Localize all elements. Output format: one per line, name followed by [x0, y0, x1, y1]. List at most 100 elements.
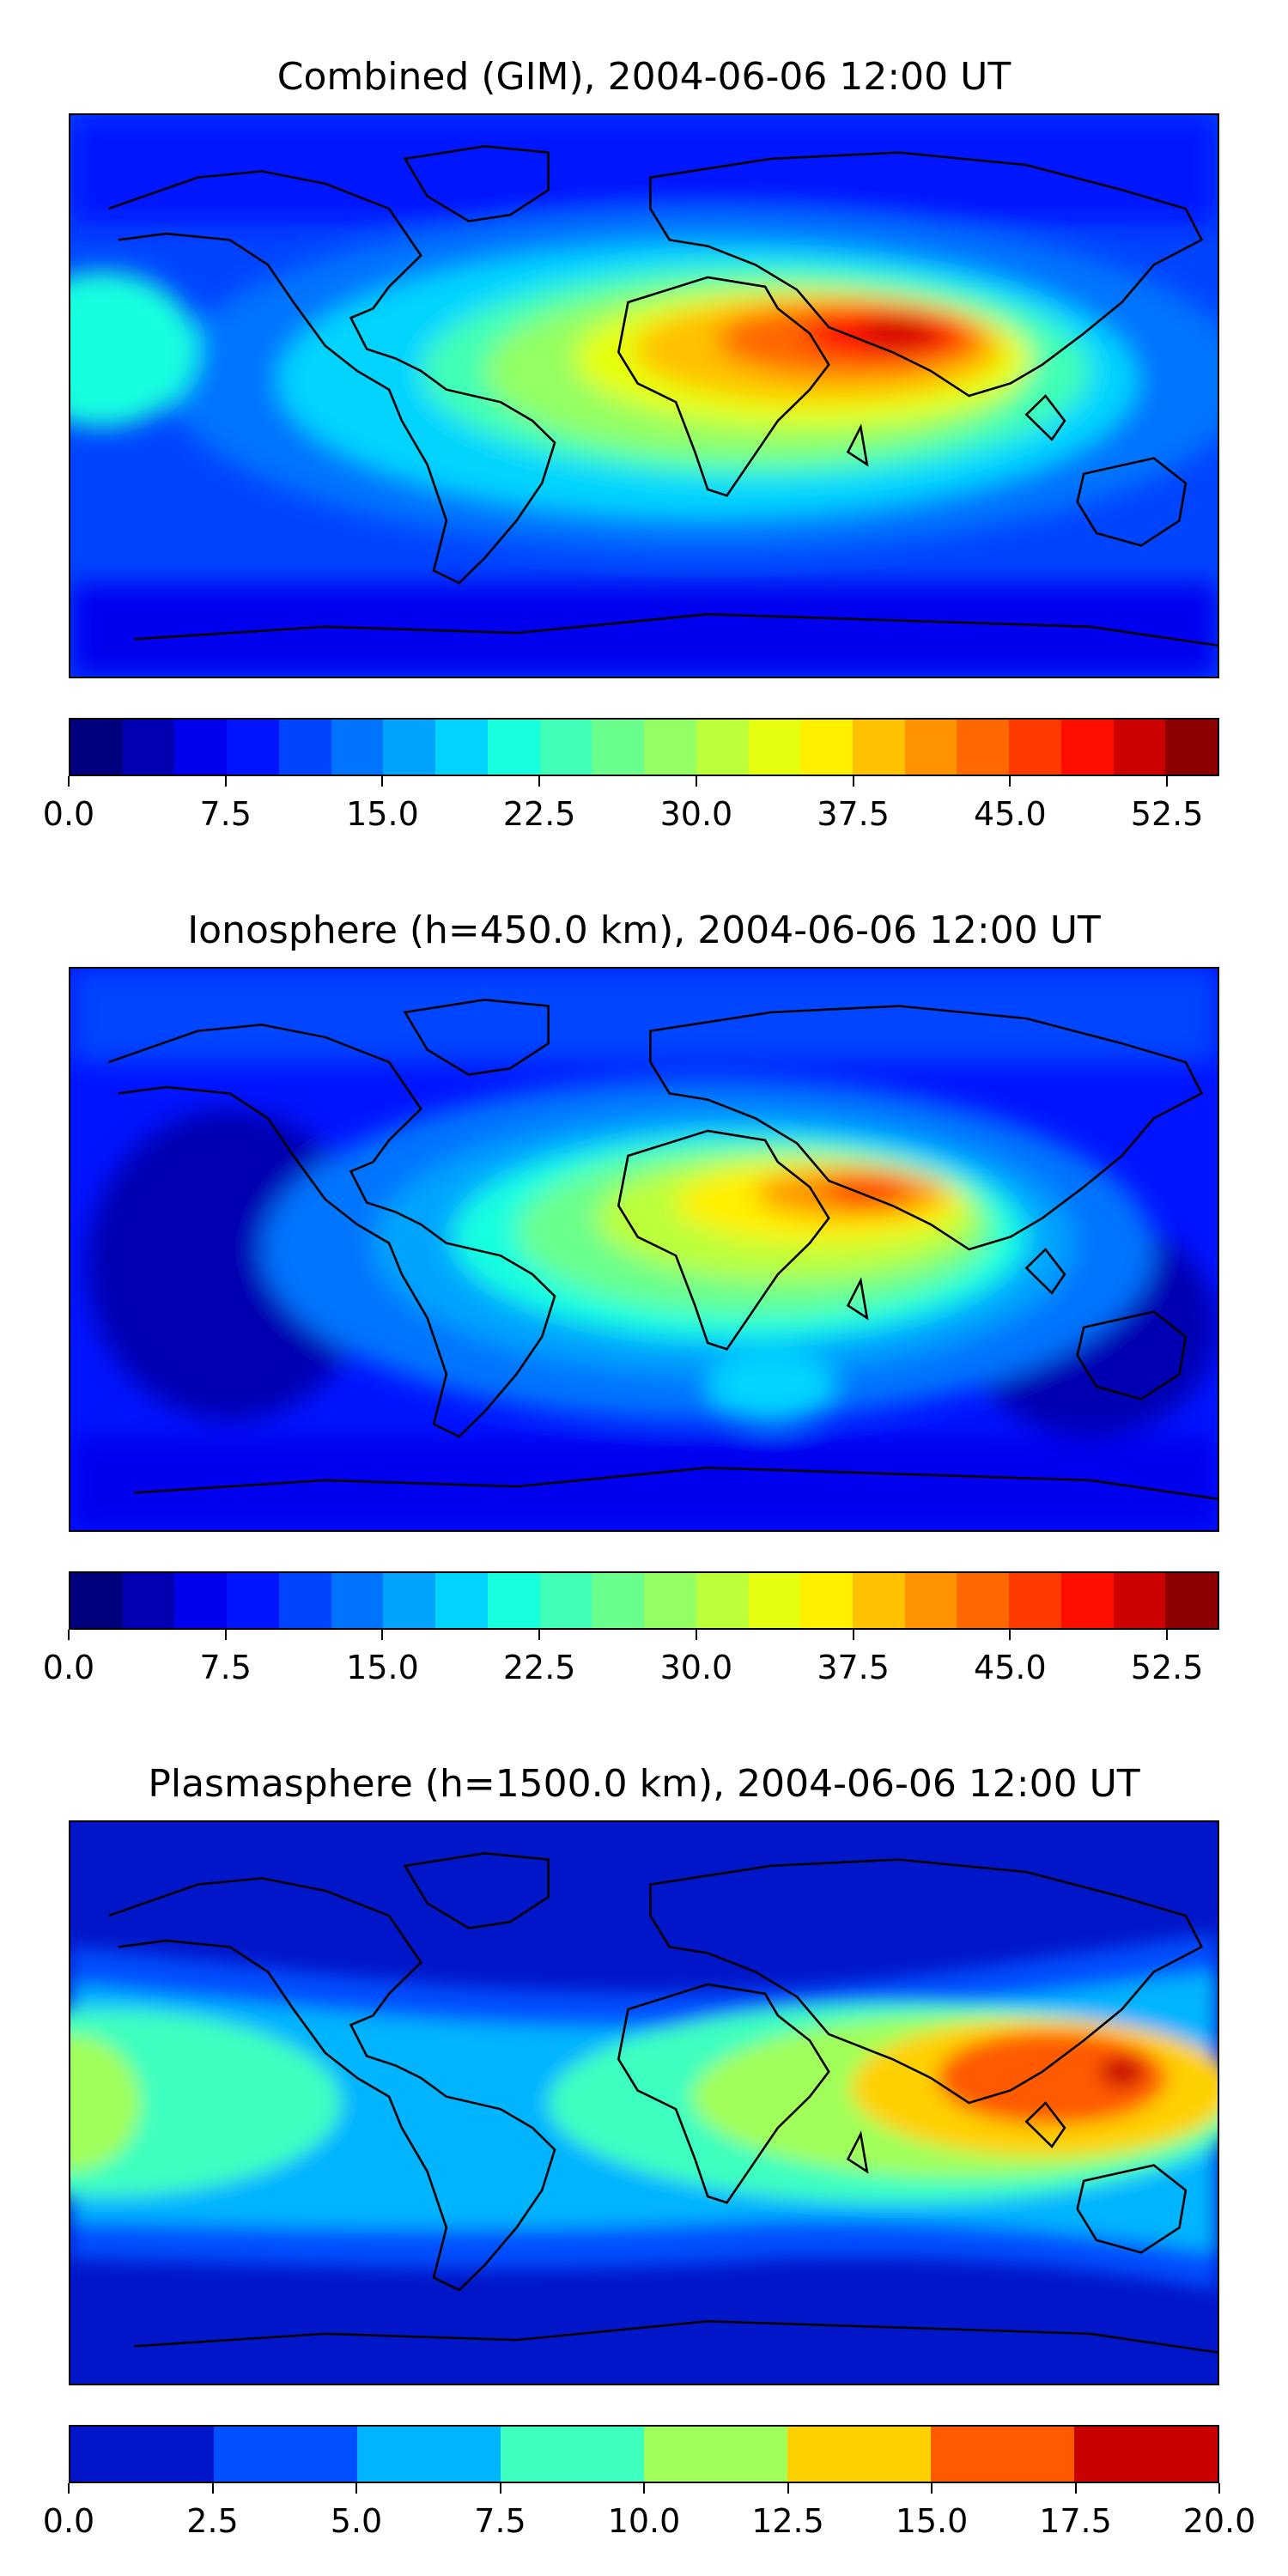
colorbar-segment: [278, 720, 331, 775]
colorbar-tick-label: 10.0: [607, 2502, 681, 2540]
colorbar-ticks: 0.0 2.5 5.0 7.5 10.0 12.5 15.0 17.5 20.0: [43, 2483, 1255, 2552]
colorbar-segment: [122, 1573, 175, 1628]
colorbar-tick-label: 15.0: [346, 795, 419, 833]
colorbar-tick: [381, 776, 384, 787]
tec-map: [70, 969, 1218, 1530]
colorbar: [69, 1571, 1219, 1630]
colorbar-tick-label: 17.5: [1039, 2502, 1112, 2540]
colorbar-ticks: 0.0 7.5 15.0 22.5 30.0 37.5 45.0 52.5: [43, 1630, 1219, 1698]
colorbar-segment: [1009, 720, 1061, 775]
colorbar-tick: [1166, 776, 1169, 787]
colorbar-tick: [499, 2483, 501, 2494]
colorbar-tick-label: 15.0: [895, 2502, 969, 2540]
colorbar-tick: [1218, 2483, 1220, 2494]
colorbar-segment: [904, 1573, 957, 1628]
colorbar-segment: [70, 1573, 123, 1628]
colorbar-segment: [357, 2427, 501, 2482]
colorbar-segment: [1113, 720, 1166, 775]
tec-map: [70, 115, 1218, 677]
colorbar-segment: [487, 720, 540, 775]
colorbar-tick-label: 2.5: [186, 2502, 239, 2540]
panel-plasmasphere: Plasmasphere (h=1500.0 km), 2004-06-06 1…: [0, 1707, 1288, 2566]
panel-title: Plasmasphere (h=1500.0 km), 2004-06-06 1…: [148, 1762, 1140, 1806]
colorbar-tick-label: 45.0: [974, 1649, 1047, 1686]
colorbar-segment: [487, 1573, 540, 1628]
colorbar-tick-label: 22.5: [502, 795, 576, 833]
colorbar-segment: [435, 720, 488, 775]
colorbar-tick: [68, 1630, 70, 1640]
colorbar-tick-label: 5.0: [330, 2502, 383, 2540]
colorbar-segment: [592, 720, 645, 775]
colorbar-tick: [1009, 1630, 1012, 1640]
colorbar-segment: [644, 1573, 696, 1628]
colorbar-tick-label: 7.5: [199, 795, 252, 833]
colorbar-tick: [852, 776, 854, 787]
colorbar-tick-label: 7.5: [199, 1649, 252, 1686]
map-ionosphere: [69, 967, 1219, 1532]
colorbar-tick: [68, 2483, 70, 2494]
colorbar-tick-label: 0.0: [42, 795, 95, 833]
colorbar-segment: [957, 720, 1010, 775]
colorbar-segment: [1060, 720, 1114, 775]
colorbar-segment: [331, 1573, 384, 1628]
colorbar-segment: [539, 720, 592, 775]
colorbar-segment: [800, 1573, 854, 1628]
colorbar-segment: [904, 720, 957, 775]
colorbar-segment: [644, 720, 696, 775]
colorbar-segment: [1074, 2427, 1218, 2482]
colorbar-tick: [852, 1630, 854, 1640]
panel-title: Combined (GIM), 2004-06-06 12:00 UT: [276, 55, 1012, 99]
colorbar-tick: [1009, 776, 1012, 787]
colorbar-ticks: 0.0 7.5 15.0 22.5 30.0 37.5 45.0 52.5: [43, 776, 1219, 845]
coastlines: [108, 999, 1218, 1500]
colorbar-tick: [224, 776, 227, 787]
colorbar-segment: [278, 1573, 331, 1628]
colorbar-tick: [381, 1630, 384, 1640]
colorbar-segment: [853, 720, 905, 775]
panel-ionosphere: Ionosphere (h=450.0 km), 2004-06-06 12:0…: [0, 854, 1288, 1712]
colorbar-segment: [227, 720, 279, 775]
colorbar-segment: [748, 720, 801, 775]
colorbar-tick: [68, 776, 70, 787]
colorbar-segment: [435, 1573, 488, 1628]
colorbar-tick: [643, 2483, 645, 2494]
panel-title: Ionosphere (h=450.0 km), 2004-06-06 12:0…: [187, 908, 1101, 952]
colorbar-segment: [1165, 720, 1218, 775]
colorbar-segment: [853, 1573, 905, 1628]
colorbar-tick: [1074, 2483, 1077, 2494]
colorbar-tick-label: 52.5: [1130, 1649, 1204, 1686]
colorbar-tick-label: 0.0: [42, 2502, 95, 2540]
colorbar-tick-label: 30.0: [659, 795, 733, 833]
colorbar-segment: [787, 2427, 931, 2482]
colorbar-segment: [214, 2427, 357, 2482]
coastlines: [108, 1852, 1218, 2354]
colorbar-tick-label: 37.5: [817, 795, 890, 833]
colorbar-tick: [224, 1630, 227, 1640]
colorbar-tick-label: 22.5: [502, 1649, 576, 1686]
colorbar-segment: [383, 1573, 436, 1628]
colorbar-segment: [174, 1573, 228, 1628]
colorbar-tick-label: 52.5: [1130, 795, 1204, 833]
colorbar-segment: [331, 720, 384, 775]
colorbar-tick-label: 30.0: [659, 1649, 733, 1686]
colorbar-segment: [1113, 1573, 1166, 1628]
coastlines: [108, 145, 1218, 647]
colorbar-tick-label: 15.0: [346, 1649, 419, 1686]
colorbar-segment: [227, 1573, 279, 1628]
colorbar-segment: [1009, 1573, 1061, 1628]
colorbar-segment: [174, 720, 228, 775]
colorbar-tick-label: 37.5: [817, 1649, 890, 1686]
map-plasmasphere: [69, 1820, 1219, 2385]
colorbar-segment: [696, 1573, 749, 1628]
colorbar-tick: [787, 2483, 789, 2494]
colorbar: [69, 718, 1219, 776]
panel-combined: Combined (GIM), 2004-06-06 12:00 UT: [0, 0, 1288, 859]
colorbar-segment: [748, 1573, 801, 1628]
colorbar-segment: [1060, 1573, 1114, 1628]
colorbar-tick: [538, 776, 541, 787]
colorbar-segment: [539, 1573, 592, 1628]
colorbar-tick: [211, 2483, 214, 2494]
colorbar-segment: [800, 720, 854, 775]
colorbar-segment: [931, 2427, 1074, 2482]
colorbar-tick-label: 20.0: [1182, 2502, 1256, 2540]
